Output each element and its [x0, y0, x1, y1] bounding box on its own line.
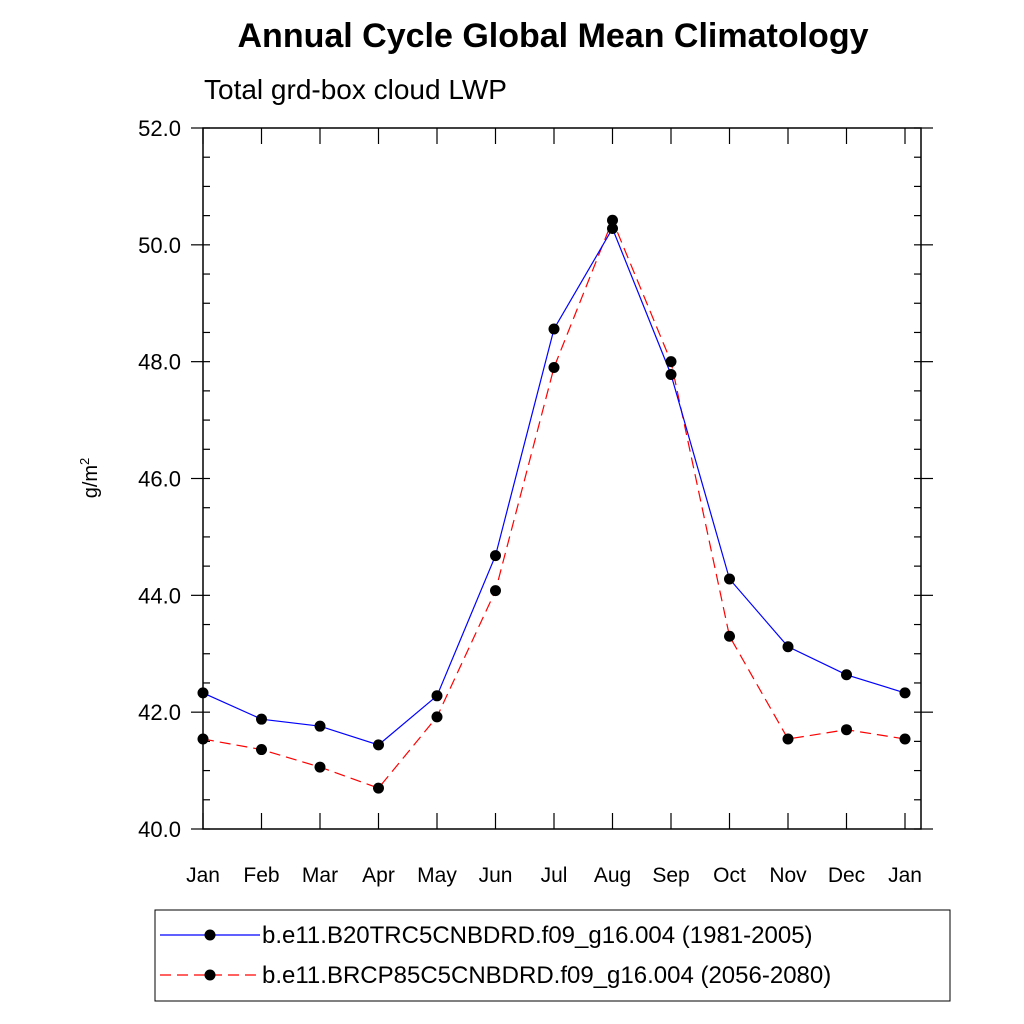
series-1-point	[899, 687, 911, 699]
x-tick-label: Jan	[186, 864, 220, 887]
series-1-point	[548, 323, 560, 335]
legend-label-series-1: b.e11.B20TRC5CNBDRD.f09_g16.004 (1981-20…	[262, 922, 813, 949]
series-2	[202, 218, 906, 789]
series-2-point	[665, 356, 677, 368]
series-2-point	[490, 585, 501, 597]
x-tick-label: Apr	[362, 864, 395, 887]
series-2-point	[899, 733, 911, 745]
x-tick-label: Oct	[713, 864, 746, 887]
x-tick-label: Jun	[479, 864, 513, 887]
series-layer	[197, 214, 911, 794]
series-1	[202, 227, 906, 746]
x-tick-label: Dec	[828, 864, 865, 887]
y-tick-label: 50.0	[138, 233, 181, 258]
y-tick-label: 40.0	[138, 817, 181, 842]
x-tick-label: Feb	[243, 864, 279, 887]
x-tick-label: Aug	[594, 864, 631, 887]
legend-box	[154, 909, 951, 1002]
series-1-point	[314, 720, 326, 732]
series-1-point	[665, 369, 677, 381]
series-1-point	[431, 690, 443, 702]
series-1-point	[782, 641, 794, 653]
plot-frame	[202, 127, 922, 830]
series-2-point	[724, 630, 735, 642]
y-tick-label: 52.0	[138, 116, 181, 141]
series-1-point	[490, 550, 501, 562]
chart-subtitle: Total grd-box cloud LWP	[204, 74, 507, 105]
series-2-point	[782, 733, 794, 745]
x-tick-label: Jan	[888, 864, 922, 887]
series-2-point	[431, 711, 443, 723]
series-2-line	[202, 218, 906, 789]
y-tick-label: 46.0	[138, 467, 181, 492]
series-2-point	[314, 761, 326, 773]
x-tick-label: Sep	[652, 864, 689, 887]
y-axis-label-exponent: 2	[77, 458, 92, 465]
series-2-point	[373, 782, 384, 794]
y-axis-label-text: g/m	[80, 465, 102, 498]
x-tick-label: Jul	[541, 864, 568, 887]
series-1-line	[202, 227, 906, 746]
x-tick-label: May	[417, 864, 457, 887]
series-2-point	[548, 362, 560, 374]
series-2-point	[607, 214, 618, 226]
x-tick-label: Nov	[769, 864, 807, 887]
legend-label-series-2: b.e11.BRCP85C5CNBDRD.f09_g16.004 (2056-2…	[262, 962, 831, 989]
chart-title: Annual Cycle Global Mean Climatology	[238, 17, 869, 55]
y-tick-label: 44.0	[138, 583, 181, 608]
series-1-point	[607, 222, 618, 234]
series-2-point	[841, 724, 852, 736]
legend-marker-series-2	[204, 969, 216, 981]
series-1-markers	[197, 222, 911, 751]
legend: b.e11.B20TRC5CNBDRD.f09_g16.004 (1981-20…	[154, 909, 951, 1002]
legend-marker-series-1	[204, 929, 216, 941]
series-1-point	[724, 573, 735, 585]
axes: 40.0 42.0 44.0 46.0 48.0 50.0 52.0 Jan Feb Mar Apr…	[138, 116, 933, 887]
y-tick-label: 48.0	[138, 350, 181, 375]
series-1-point	[256, 713, 267, 725]
series-2-point	[256, 744, 267, 756]
y-tick-label: 42.0	[138, 700, 181, 725]
series-1-point	[841, 669, 852, 681]
series-1-point	[373, 739, 384, 751]
y-axis-label: g/m2	[77, 458, 102, 499]
x-tick-label: Mar	[302, 864, 338, 887]
series-2-markers	[197, 214, 911, 794]
